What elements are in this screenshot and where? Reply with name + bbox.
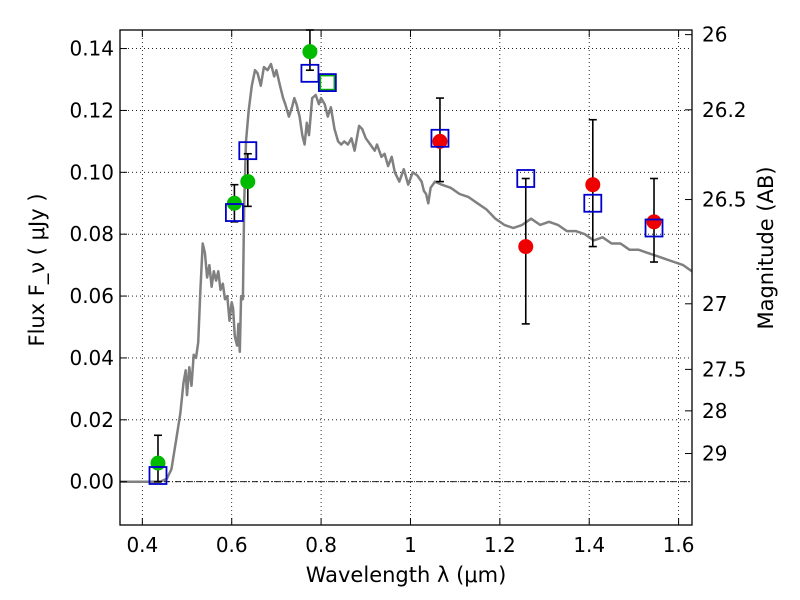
model-square: [430, 128, 450, 148]
green-data-point: [150, 455, 166, 471]
plot-frame: [119, 29, 693, 526]
x-tick-label: 1.6: [663, 533, 695, 557]
y-tick-labels: 0.00 0.02 0.04 0.06 0.08 0.10 0.12 0.14: [69, 37, 114, 494]
model-square: [317, 73, 337, 92]
x-tick-labels: 0.4 0.6 0.8 1 1.2 1.4 1.6: [126, 533, 694, 557]
magnitude-axis-label: Magnitude (AB): [754, 166, 778, 329]
axis-ticks: [120, 30, 692, 525]
magnitude-tick-label: 26.2: [702, 98, 747, 122]
y-tick-label: 0.02: [69, 408, 114, 432]
model-squares: [148, 63, 664, 485]
model-spectrum-line: [120, 62, 693, 483]
model-square: [583, 193, 603, 213]
x-tick-label: 1: [404, 533, 417, 557]
model-square-inner: [319, 74, 336, 91]
y-tick-label: 0.14: [69, 37, 114, 61]
y-tick-label: 0.00: [69, 470, 114, 494]
magnitude-tick-label: 27.5: [702, 357, 747, 381]
model-square: [238, 141, 258, 161]
red-data-point: [432, 133, 448, 149]
red-data-point: [518, 239, 534, 255]
model-square: [644, 218, 664, 238]
x-tick-label: 0.8: [305, 533, 337, 557]
x-tick-label: 1.4: [573, 533, 605, 557]
magnitude-tick-label: 26: [702, 23, 727, 47]
magnitude-tick-label: 29: [702, 442, 727, 466]
magnitude-tick-label: 26.5: [702, 188, 747, 212]
green-data-point: [240, 174, 256, 190]
model-spectrum: [120, 62, 693, 483]
y-tick-label: 0.04: [69, 346, 114, 370]
x-tick-label: 0.4: [126, 533, 158, 557]
red-data-point: [585, 177, 601, 193]
y-tick-label: 0.12: [69, 98, 114, 122]
model-square: [224, 203, 244, 222]
magnitude-tick-label: 27: [702, 292, 727, 316]
green-data-point: [302, 44, 318, 60]
y-tick-label: 0.06: [69, 284, 114, 308]
model-square: [148, 466, 168, 485]
x-axis-label: Wavelength λ (μm): [306, 563, 507, 587]
magnitude-tick-labels: 26 26.2 26.5 27 27.5 28 29: [702, 23, 747, 466]
y-tick-label: 0.10: [69, 160, 114, 184]
magnitude-tick-label: 28: [702, 399, 727, 423]
model-square: [516, 169, 536, 188]
x-tick-label: 0.6: [216, 533, 248, 557]
red-data-point: [646, 214, 662, 230]
x-tick-label: 1.2: [484, 533, 516, 557]
y-axis-label: Flux F_ν ( μJy ): [25, 193, 50, 346]
y-tick-label: 0.08: [69, 222, 114, 246]
